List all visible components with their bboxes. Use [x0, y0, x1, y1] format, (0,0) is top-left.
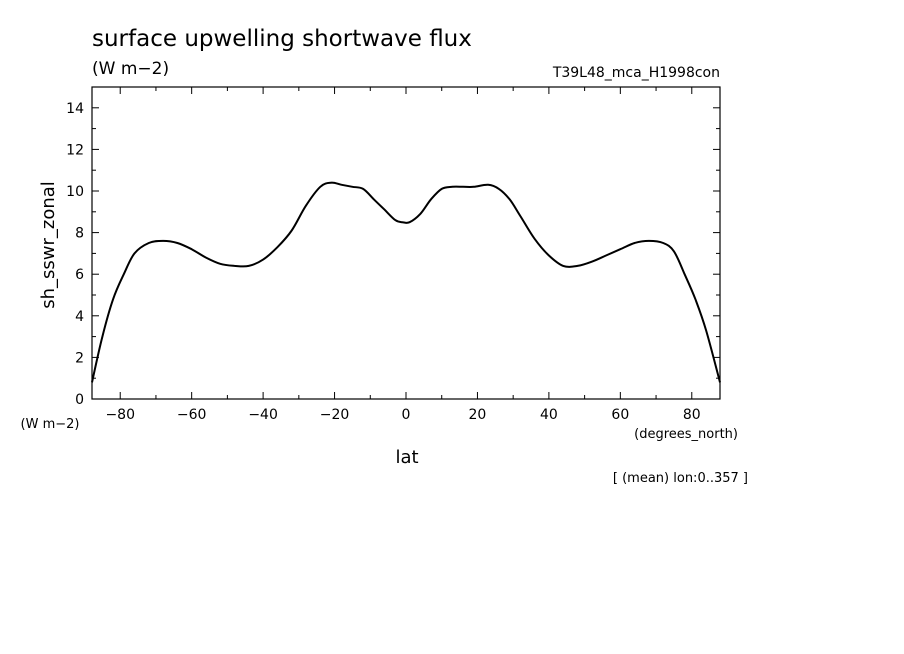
y-tick-label: 14: [66, 101, 84, 117]
y-axis-label: sh_sswr_zonal: [38, 181, 59, 309]
y-tick-label: 10: [66, 184, 84, 200]
y-tick-label: 6: [75, 267, 84, 283]
plot-frame: [91, 86, 721, 400]
plot-border: [91, 86, 721, 400]
y-tick-label: 4: [75, 309, 84, 325]
x-axis-label: lat: [395, 447, 418, 468]
x-tick-label: −40: [248, 407, 278, 423]
y-axis-ticks: 0 2 4 6 8 10 12 14: [66, 86, 720, 408]
y-axis-units: (W m−2): [21, 417, 80, 432]
y-tick-label: 2: [75, 350, 84, 366]
title-units: (W m−2): [92, 59, 169, 79]
x-axis-units: (degrees_north): [634, 427, 738, 442]
x-tick-label: 40: [540, 407, 558, 423]
experiment-label: T39L48_mca_H1998con: [552, 65, 720, 81]
x-tick-label: 20: [469, 407, 487, 423]
x-tick-label: 60: [611, 407, 629, 423]
x-tick-label: −80: [105, 407, 135, 423]
x-tick-label: 0: [402, 407, 411, 423]
y-tick-label: 8: [75, 226, 84, 242]
y-tick-label: 12: [66, 142, 84, 158]
x-axis-ticks: −80 −60 −40 −20 0 20 40 60 80: [105, 87, 701, 423]
chart-title: surface upwelling shortwave flux: [92, 26, 472, 52]
series-line: [91, 181, 721, 383]
x-tick-label: −60: [177, 407, 207, 423]
y-tick-label: 0: [75, 392, 84, 408]
averaging-note: [ (mean) lon:0..357 ]: [613, 471, 748, 486]
x-tick-label: 80: [683, 407, 701, 423]
x-tick-label: −20: [320, 407, 350, 423]
